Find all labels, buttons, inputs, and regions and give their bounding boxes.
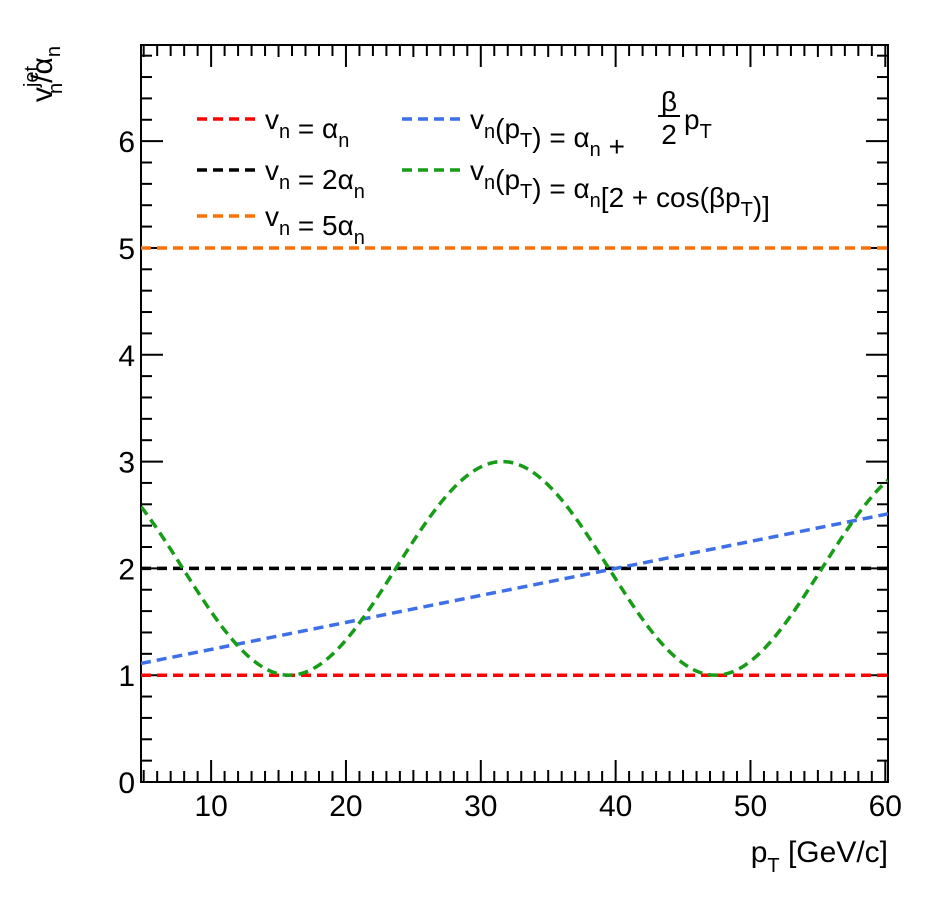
legend-text-part: p: [684, 104, 700, 135]
series-linear: [141, 512, 888, 666]
series-lines: [141, 246, 888, 677]
plot-frame: [140, 44, 889, 783]
legend-label-const2: vn = 2αn: [265, 155, 365, 203]
y-tick-label: 6: [118, 126, 135, 159]
legend-text-part: ) = α: [532, 122, 589, 153]
x-tick-label: 10: [194, 790, 227, 823]
legend-text-part: = α: [290, 113, 338, 144]
legend-text-subscript: T: [520, 181, 532, 203]
axis-ticks: [141, 45, 888, 783]
legend-text-subscript: n: [279, 172, 290, 194]
y-tick-label: 2: [118, 553, 135, 586]
y-tick-label: 4: [118, 340, 135, 373]
x-axis-title: pT [GeV/c]: [751, 836, 888, 877]
legend-text-subscript: n: [354, 227, 365, 249]
y-tick-label: 1: [118, 660, 135, 693]
x-tick-label: 30: [464, 790, 497, 823]
legend-text-part: )]: [753, 191, 770, 222]
y-tick-label: 0: [118, 767, 135, 800]
legend-text-subscript: n: [484, 121, 495, 143]
x-tick-label: 40: [599, 790, 632, 823]
legend-text-subscript: n: [484, 172, 495, 194]
legend-text-subscript: n: [279, 121, 290, 143]
legend-text-part: = 5α: [290, 210, 354, 241]
y-tick-label: 5: [118, 233, 135, 266]
legend-text-part: (p: [495, 113, 520, 144]
legend-label-cosine: vn(pT) = αn[2 + cos(βpT)]: [470, 155, 770, 222]
legend-frac-den: 2: [661, 119, 677, 150]
legend-label-linear: vn(pT) = αn +: [470, 104, 625, 162]
legend-text-part: v: [470, 104, 484, 135]
tick-labels: 10 20 30 40 50 60 0 1 2 3 4 5 6: [118, 126, 902, 823]
legend-label-const1: vn = αn: [265, 104, 349, 152]
legend-label-linear-tail: pT: [684, 104, 712, 143]
legend-text-part: v: [265, 201, 279, 232]
x-tick-label: 50: [734, 790, 767, 823]
x-tick-label: 60: [869, 790, 902, 823]
legend-text-subscript: T: [700, 121, 712, 143]
legend-text-part: [2 + cos(βp: [601, 182, 741, 213]
x-tick-label: 20: [329, 790, 362, 823]
legend-text-part: (p: [495, 164, 520, 195]
legend-text-subscript: n: [338, 130, 349, 152]
legend-text-subscript: n: [590, 139, 601, 161]
legend-text-part: v: [265, 155, 279, 186]
legend-text-subscript: n: [279, 218, 290, 240]
y-axis-title: vjetn/αn: [21, 46, 67, 102]
legend-text-part: v: [265, 104, 279, 135]
legend-text-part: v: [470, 155, 484, 186]
legend-text-subscript: n: [590, 190, 601, 212]
legend-label-const5: vn = 5αn: [265, 201, 365, 249]
legend-text-part: = 2α: [290, 164, 354, 195]
legend-text-part: +: [601, 131, 625, 162]
legend-text-subscript: n: [354, 181, 365, 203]
legend-text-subscript: T: [741, 199, 753, 221]
y-tick-label: 3: [118, 447, 135, 480]
legend-text-part: ) = α: [532, 173, 589, 204]
legend-text-subscript: T: [520, 130, 532, 152]
legend-frac-num: β: [661, 86, 677, 117]
